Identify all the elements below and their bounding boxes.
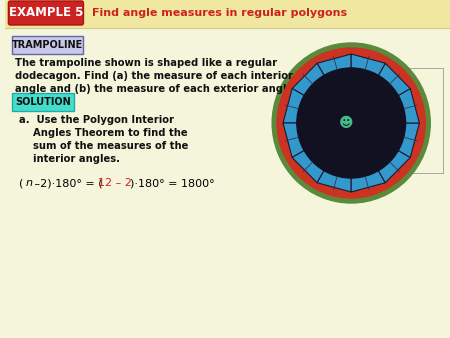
Text: )·180° = 1800°: )·180° = 1800°: [130, 178, 215, 188]
FancyBboxPatch shape: [12, 93, 74, 111]
Text: SOLUTION: SOLUTION: [15, 97, 71, 107]
Text: (: (: [19, 178, 23, 188]
Polygon shape: [398, 89, 419, 123]
Text: TRAMPOLINE: TRAMPOLINE: [12, 40, 84, 50]
Text: Angles Theorem to find the: Angles Theorem to find the: [19, 128, 188, 138]
Polygon shape: [351, 54, 385, 75]
Text: ☻: ☻: [339, 116, 354, 130]
Polygon shape: [378, 63, 410, 96]
Circle shape: [272, 43, 430, 203]
Circle shape: [297, 68, 405, 178]
Text: a.  Use the Polygon Interior: a. Use the Polygon Interior: [19, 115, 174, 125]
Circle shape: [277, 48, 425, 198]
Polygon shape: [317, 54, 351, 75]
Text: The trampoline shown is shaped like a regular: The trampoline shown is shaped like a re…: [15, 58, 277, 68]
Polygon shape: [283, 123, 304, 158]
FancyBboxPatch shape: [5, 0, 450, 28]
Polygon shape: [398, 123, 419, 158]
Polygon shape: [292, 150, 324, 183]
Text: –2)·180° = (: –2)·180° = (: [31, 178, 103, 188]
Polygon shape: [317, 171, 351, 192]
Text: sum of the measures of the: sum of the measures of the: [19, 141, 189, 151]
Polygon shape: [292, 63, 324, 96]
Text: n: n: [25, 178, 32, 188]
Text: dodecagon. Find (a) the measure of each interior: dodecagon. Find (a) the measure of each …: [15, 71, 293, 81]
Text: EXAMPLE 5: EXAMPLE 5: [9, 6, 83, 20]
Text: angle and (b) the measure of each exterior angle.: angle and (b) the measure of each exteri…: [15, 84, 297, 94]
FancyBboxPatch shape: [12, 36, 83, 54]
Polygon shape: [283, 89, 304, 123]
FancyBboxPatch shape: [9, 1, 83, 25]
Polygon shape: [351, 171, 385, 192]
Polygon shape: [378, 150, 410, 183]
Text: interior angles.: interior angles.: [19, 154, 120, 164]
Text: 12 – 2: 12 – 2: [98, 178, 132, 188]
Text: Find angle measures in regular polygons: Find angle measures in regular polygons: [92, 8, 347, 18]
